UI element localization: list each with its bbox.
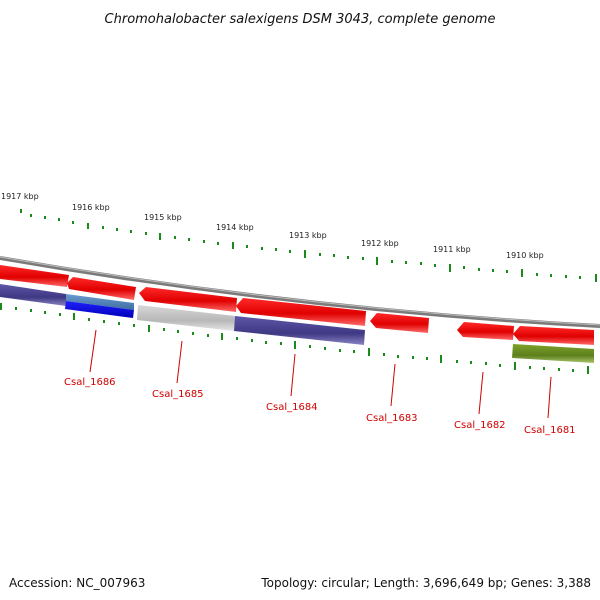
- gene-arrow-fwd-6: [457, 322, 514, 340]
- gene-label-csal-1686: Csal_1686: [64, 377, 116, 388]
- gene-block-rev-olive: [512, 344, 594, 363]
- inner-tick-minor: [15, 307, 574, 372]
- gene-label-csal-1683: Csal_1683: [366, 413, 418, 424]
- inner-tick-major: [0, 303, 589, 374]
- gene-block-rev-gray: [137, 305, 235, 331]
- leader-csal-1684: [290, 353, 296, 397]
- scale-label-1915: 1915 kbp: [144, 213, 182, 222]
- gene-label-csal-1684: Csal_1684: [266, 402, 318, 413]
- scale-label-1914: 1914 kbp: [216, 223, 254, 232]
- reverse-genes: [0, 284, 594, 363]
- topology-summary-text: Topology: circular; Length: 3,696,649 bp…: [260, 576, 591, 590]
- scale-label-1913: 1913 kbp: [289, 231, 327, 240]
- gene-arrow-fwd-5: [370, 313, 429, 333]
- genome-backbone-highlight: [0, 256, 600, 326]
- leader-csal-1682: [478, 371, 484, 415]
- leader-csal-1683: [390, 363, 396, 407]
- gene-arrow-fwd-4: [236, 298, 366, 326]
- gene-arrow-fwd-1: [0, 265, 69, 287]
- scale-label-1917: 1917 kbp: [1, 192, 39, 201]
- outer-tick-minor: [30, 214, 581, 279]
- outer-scale-ticks: [20, 209, 597, 282]
- gene-block-rev-navy: [234, 316, 365, 345]
- leader-csal-1681: [547, 376, 552, 419]
- gene-block-rev-steel: [66, 294, 134, 310]
- leader-csal-1685: [176, 340, 183, 384]
- scale-label-1912: 1912 kbp: [361, 239, 399, 248]
- leader-csal-1686: [89, 329, 97, 373]
- scale-label-1910: 1910 kbp: [506, 251, 544, 260]
- gene-label-csal-1685: Csal_1685: [152, 389, 204, 400]
- genome-backbone: [0, 256, 600, 328]
- inner-scale-ticks: [0, 303, 589, 374]
- gene-label-csal-1682: Csal_1682: [454, 420, 506, 431]
- scale-label-1916: 1916 kbp: [72, 203, 110, 212]
- outer-tick-major: [20, 209, 597, 282]
- map-title: Chromohalobacter salexigens DSM 3043, co…: [105, 12, 496, 27]
- gene-label-leaders: [89, 329, 552, 419]
- gene-block-rev-navy-left: [0, 284, 66, 306]
- scale-label-1911: 1911 kbp: [433, 245, 471, 254]
- gene-arrow-fwd-3: [139, 287, 237, 312]
- accession-text: Accession: NC_007963: [9, 576, 145, 590]
- gene-arrow-fwd-7: [513, 326, 594, 345]
- gene-arrow-fwd-2: [67, 277, 136, 300]
- gene-label-csal-1681: Csal_1681: [524, 425, 576, 436]
- forward-genes: [0, 265, 594, 345]
- gene-block-rev-blue: [65, 301, 134, 318]
